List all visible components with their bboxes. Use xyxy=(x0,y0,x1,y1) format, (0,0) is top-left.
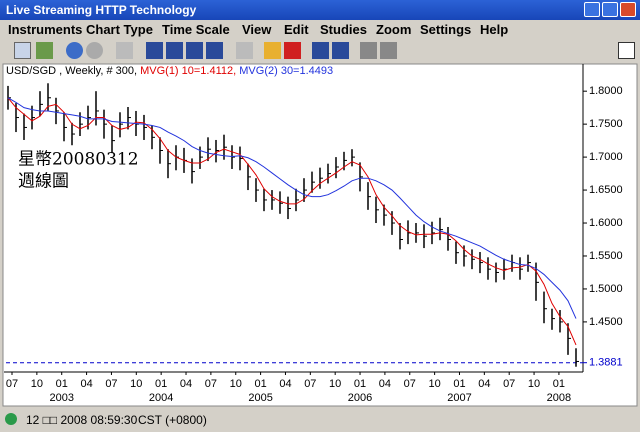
status-zone: CST (+0800) xyxy=(138,413,207,427)
chart-header: USD/SGD , Weekly, # 300, MVG(1) 10=1.411… xyxy=(6,65,333,77)
x-tick-label: 07 xyxy=(105,378,117,390)
tool-button[interactable] xyxy=(146,42,163,59)
x-year-label: 2007 xyxy=(447,392,471,404)
minimize-button[interactable] xyxy=(584,2,600,17)
y-tick-label: 1.8000 xyxy=(589,85,623,97)
tool-button[interactable] xyxy=(264,42,281,59)
tool-button[interactable] xyxy=(236,42,253,59)
toolbar xyxy=(0,40,640,62)
x-year-label: 2008 xyxy=(547,392,571,404)
legend-entry: MVG(2) 30=1.4493 xyxy=(239,65,333,77)
moving-average-line xyxy=(7,97,577,346)
menu-item[interactable]: Chart Type xyxy=(86,22,153,37)
status-time: 12 □□ 2008 08:59:30 xyxy=(26,413,138,427)
x-tick-label: 10 xyxy=(31,378,43,390)
last-price-label: 1.3881 xyxy=(589,357,623,369)
tool-button[interactable] xyxy=(186,42,203,59)
x-tick-label: 01 xyxy=(553,378,565,390)
menu-item[interactable]: Edit xyxy=(284,22,309,37)
x-tick-label: 01 xyxy=(155,378,167,390)
tool-button[interactable] xyxy=(116,42,133,59)
tool-button[interactable] xyxy=(36,42,53,59)
maximize-button[interactable] xyxy=(602,2,618,17)
delete-button[interactable] xyxy=(284,42,301,59)
zoom-out-button[interactable] xyxy=(86,42,103,59)
x-tick-label: 07 xyxy=(205,378,217,390)
chart: USD/SGD , Weekly, # 300, MVG(1) 10=1.411… xyxy=(2,63,638,407)
x-tick-label: 04 xyxy=(80,378,92,390)
tool-button[interactable] xyxy=(312,42,329,59)
tool-button[interactable] xyxy=(166,42,183,59)
x-year-label: 2005 xyxy=(248,392,272,404)
annotation: 週線圖 xyxy=(18,172,69,192)
x-tick-label: 07 xyxy=(503,378,515,390)
tool-button[interactable] xyxy=(380,42,397,59)
x-tick-label: 01 xyxy=(354,378,366,390)
x-year-label: 2004 xyxy=(149,392,173,404)
x-tick-label: 01 xyxy=(254,378,266,390)
x-tick-label: 10 xyxy=(528,378,540,390)
x-tick-label: 07 xyxy=(404,378,416,390)
tool-button[interactable] xyxy=(332,42,349,59)
chart-panel xyxy=(2,63,638,407)
crosshair-tool[interactable] xyxy=(14,42,31,59)
y-tick-label: 1.6500 xyxy=(589,184,623,196)
y-tick-label: 1.7000 xyxy=(589,151,623,163)
y-tick-label: 1.6000 xyxy=(589,217,623,229)
title-bar: Live Streaming HTTP Technology xyxy=(0,0,640,20)
x-tick-label: 04 xyxy=(279,378,291,390)
x-tick-label: 10 xyxy=(230,378,242,390)
annotation: 星幣20080312 xyxy=(18,150,139,170)
x-year-label: 2006 xyxy=(348,392,372,404)
x-tick-label: 04 xyxy=(180,378,192,390)
y-tick-label: 1.7500 xyxy=(589,118,623,130)
y-tick-label: 1.4500 xyxy=(589,316,623,328)
x-tick-label: 07 xyxy=(304,378,316,390)
x-tick-label: 10 xyxy=(428,378,440,390)
connection-indicator xyxy=(5,413,17,425)
menu-item[interactable]: Studies xyxy=(320,22,367,37)
menu-item[interactable]: Help xyxy=(480,22,509,37)
x-tick-label: 10 xyxy=(329,378,341,390)
menu-item[interactable]: Time Scale xyxy=(162,22,230,37)
x-tick-label: 04 xyxy=(379,378,391,390)
moving-average-line xyxy=(7,97,577,319)
x-year-label: 2003 xyxy=(49,392,73,404)
print-button[interactable] xyxy=(360,42,377,59)
x-tick-label: 01 xyxy=(56,378,68,390)
tool-button[interactable] xyxy=(206,42,223,59)
y-tick-label: 1.5500 xyxy=(589,250,623,262)
x-tick-label: 01 xyxy=(453,378,465,390)
menu-item[interactable]: View xyxy=(242,22,272,37)
menu-bar: Instruments Chart Type Time Scale View Edit S… xyxy=(0,20,640,40)
close-button[interactable] xyxy=(620,2,636,17)
zoom-in-button[interactable] xyxy=(66,42,83,59)
x-tick-label: 07 xyxy=(6,378,18,390)
legend-entry: MVG(1) 10=1.4112, xyxy=(140,65,236,77)
x-tick-label: 10 xyxy=(130,378,142,390)
status-bar: 12 □□ 2008 08:59:30 CST (+0800) xyxy=(0,408,640,432)
tool-button[interactable] xyxy=(618,42,635,59)
y-tick-label: 1.5000 xyxy=(589,283,623,295)
menu-item[interactable]: Zoom xyxy=(376,22,412,37)
window-title: Live Streaming HTTP Technology xyxy=(6,3,197,17)
chart-title: USD/SGD , Weekly, # 300, xyxy=(6,65,137,77)
menu-item[interactable]: Settings xyxy=(420,22,472,37)
x-tick-label: 04 xyxy=(478,378,490,390)
menu-item[interactable]: Instruments xyxy=(8,22,83,37)
